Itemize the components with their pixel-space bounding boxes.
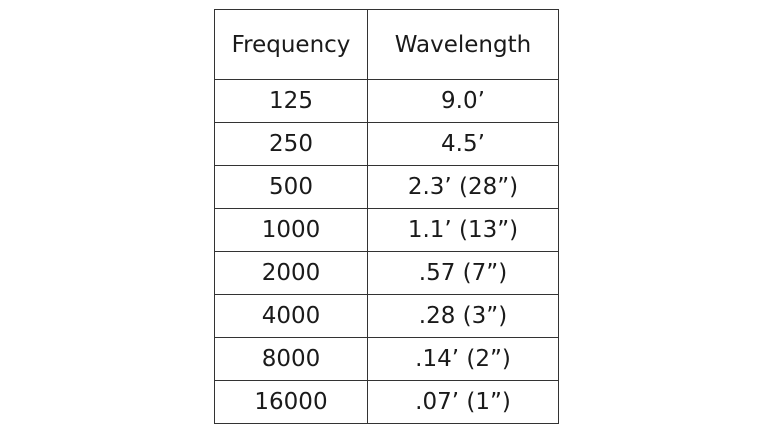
table-row: 500 2.3’ (28”) [214, 165, 559, 209]
table-row: 8000.14’ (2”) [214, 337, 559, 381]
frequency-cell: 1000 [214, 208, 368, 252]
wavelength-cell: 2.3’ (28”) [367, 165, 559, 209]
frequency-cell: 4000 [214, 294, 368, 338]
frequency-cell: 250 [214, 122, 368, 166]
frequency-cell: 8000 [214, 337, 368, 381]
table-row: 125 9.0’ [214, 79, 559, 123]
table-row: 4000.28 (3”) [214, 294, 559, 338]
frequency-cell: 16000 [214, 380, 368, 424]
table-row: 16000.07’ (1”) [214, 380, 559, 424]
header-cell: Wavelength [367, 9, 559, 80]
wavelength-cell: 4.5’ [367, 122, 559, 166]
wavelength-table: Frequency Wavelength 125 9.0’ 250 4.5’ 500 2.3… [214, 9, 559, 424]
table-row: 2000.57 (7”) [214, 251, 559, 295]
table-row: 250 4.5’ [214, 122, 559, 166]
table-body: 125 9.0’ 250 4.5’ 500 2.3’ (28”) 1000 1.1’ (13”… [214, 79, 559, 424]
header-row: Frequency Wavelength [214, 9, 559, 80]
wavelength-cell: .14’ (2”) [367, 337, 559, 381]
wavelength-cell: 1.1’ (13”) [367, 208, 559, 252]
wavelength-cell: 9.0’ [367, 79, 559, 123]
wavelength-cell: .07’ (1”) [367, 380, 559, 424]
frequency-cell: 125 [214, 79, 368, 123]
frequency-cell: 500 [214, 165, 368, 209]
table-row: 1000 1.1’ (13”) [214, 208, 559, 252]
wavelength-cell: .57 (7”) [367, 251, 559, 295]
header-cell: Frequency [214, 9, 368, 80]
frequency-cell: 2000 [214, 251, 368, 295]
wavelength-cell: .28 (3”) [367, 294, 559, 338]
